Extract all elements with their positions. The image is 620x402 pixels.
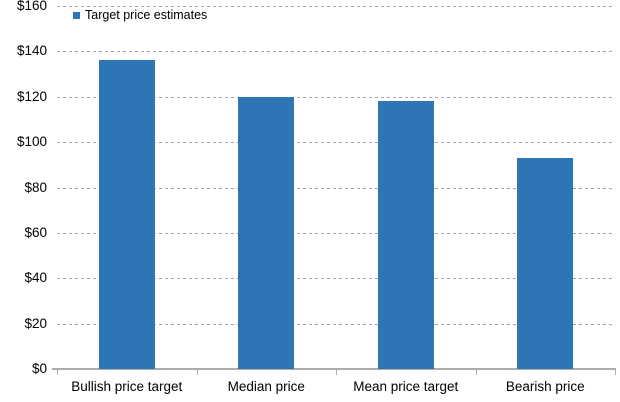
bar-2	[238, 96, 295, 369]
x-axis-label-line: target	[476, 397, 616, 402]
gridline-160	[57, 6, 615, 7]
y-axis-label-40: $40	[24, 270, 47, 286]
x-axis-label-line: Bullish price target	[71, 379, 183, 394]
y-axis-label-20: $20	[24, 315, 47, 331]
y-axis-label-160: $160	[16, 0, 47, 13]
bar-3	[377, 101, 434, 369]
gridline-20	[57, 323, 615, 325]
x-axis-tick-0	[57, 370, 58, 375]
x-axis-tick-2	[336, 370, 337, 375]
x-axis-label-line: Mean price target	[353, 379, 459, 394]
gridline-140	[57, 51, 615, 53]
x-axis-tick-3	[475, 370, 477, 375]
x-axis-tick-4	[615, 370, 616, 375]
x-axis-label-3: Mean price target	[336, 377, 476, 397]
gridline-60	[57, 232, 615, 234]
gridline-120	[57, 96, 615, 98]
x-axis-line	[52, 368, 616, 370]
x-axis-label-line: Median price	[227, 379, 305, 394]
x-axis-label-2: Median price target	[197, 377, 337, 402]
x-axis-label-4: Bearish price target	[476, 377, 616, 402]
gridline-40	[57, 278, 615, 280]
gridline-80	[57, 187, 615, 189]
x-axis-label-1: Bullish price target	[57, 377, 197, 397]
legend: Target price estimates	[73, 7, 207, 23]
x-axis-tick-1	[196, 370, 198, 375]
y-axis-label-80: $80	[24, 179, 47, 195]
bar-4	[517, 158, 574, 369]
x-axis-label-line: Bearish price	[505, 379, 585, 394]
legend-label: Target price estimates	[85, 8, 208, 22]
y-axis-label-60: $60	[24, 224, 47, 240]
bar-1	[98, 60, 155, 369]
y-axis-label-100: $100	[16, 134, 47, 150]
x-axis-label-line: target	[197, 397, 337, 402]
y-axis-label-140: $140	[16, 43, 47, 59]
y-axis-label-120: $120	[16, 88, 47, 104]
legend-swatch-icon	[73, 11, 80, 19]
y-axis-label-0: $0	[31, 361, 47, 376]
gridline-100	[57, 142, 615, 144]
